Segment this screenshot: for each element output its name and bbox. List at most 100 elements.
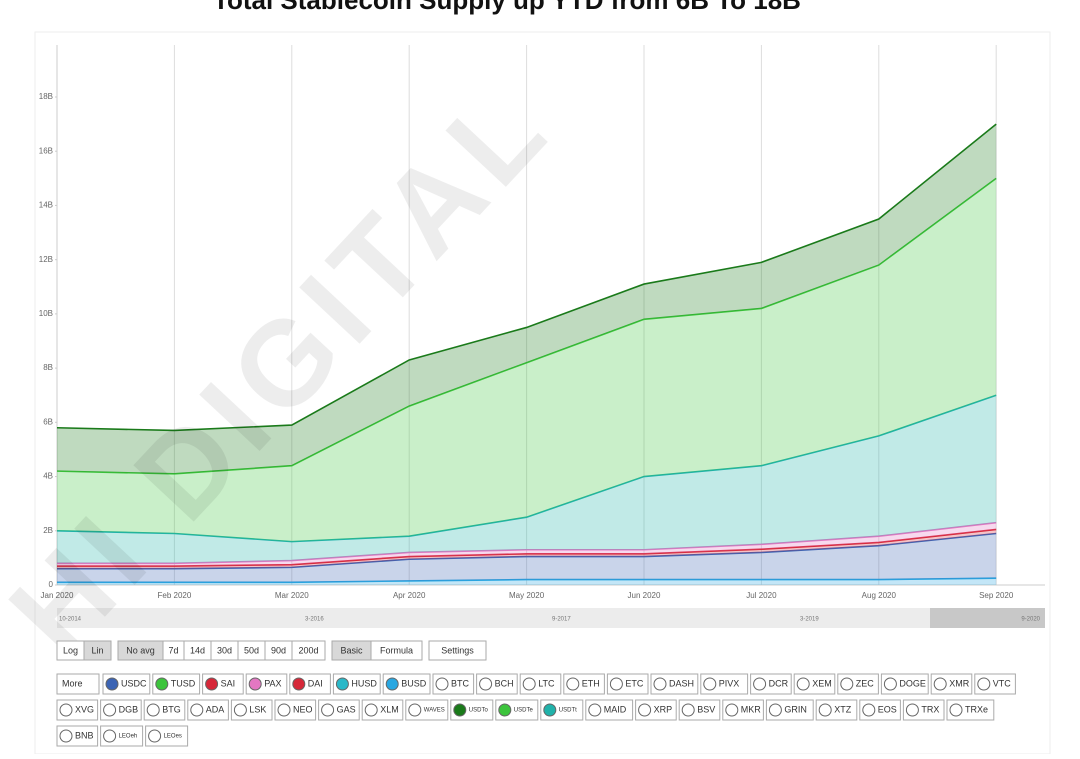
- area-edge: [56, 394, 997, 543]
- coin-indicator: [609, 677, 623, 691]
- coin-indicator: [977, 677, 991, 691]
- coin-indicator: [277, 703, 291, 717]
- coin-indicator: [248, 677, 262, 691]
- button[interactable]: [291, 640, 326, 661]
- navigator-label: 3-2016: [305, 617, 324, 623]
- coin-indicator: [103, 703, 117, 717]
- coin-label: WAVES: [424, 708, 445, 714]
- coin-indicator: [796, 677, 810, 691]
- area-edge: [57, 528, 997, 567]
- area: [57, 124, 997, 474]
- area-edge: [56, 123, 997, 432]
- button-label: 30d: [217, 645, 232, 655]
- coin-label: HUSD: [351, 678, 377, 688]
- coin-indicator: [498, 703, 512, 717]
- coin-label: EOS: [878, 704, 897, 714]
- button-label: 14d: [190, 645, 205, 655]
- y-tick-label: 10B: [39, 309, 53, 318]
- coin-indicator: [103, 729, 117, 743]
- coin-label: SAI: [221, 678, 236, 688]
- y-tick-label: 2B: [43, 526, 53, 535]
- navigator[interactable]: [57, 608, 1045, 628]
- area: [57, 522, 997, 567]
- coin-label: PAX: [264, 678, 281, 688]
- coin-label: LEOes: [164, 734, 182, 740]
- coin-label: XTZ: [834, 704, 852, 714]
- coin-label: NEO: [293, 704, 313, 714]
- x-tick-label: Feb 2020: [157, 591, 191, 600]
- y-tick-label: 14B: [39, 201, 53, 210]
- coin-indicator: [725, 703, 739, 717]
- coin-indicator: [703, 677, 717, 691]
- coin-indicator: [453, 703, 467, 717]
- navigator-label: 10-2014: [59, 617, 82, 623]
- button-label: Basic: [340, 645, 363, 655]
- coin-label: BUSD: [401, 678, 427, 688]
- button-label: 7d: [168, 645, 178, 655]
- coin-indicator: [949, 703, 963, 717]
- coin-label: USDTo: [469, 708, 489, 714]
- coin-indicator: [385, 677, 399, 691]
- coin-indicator: [840, 677, 854, 691]
- area-edge: [57, 577, 997, 584]
- y-tick-label: 18B: [39, 92, 53, 101]
- select-label: More: [62, 678, 83, 688]
- button[interactable]: [370, 640, 423, 661]
- coin-label: BNB: [75, 730, 94, 740]
- coin-indicator: [653, 677, 667, 691]
- area: [57, 533, 997, 583]
- coin-indicator: [155, 677, 169, 691]
- coin-label: BCH: [495, 678, 514, 688]
- coin-indicator: [681, 703, 695, 717]
- coin-indicator: [638, 703, 652, 717]
- coin-label: ADA: [206, 704, 225, 714]
- y-tick-label: 4B: [43, 472, 53, 481]
- area: [57, 395, 997, 564]
- navigator-selection[interactable]: [930, 608, 1045, 628]
- button-label: 200d: [298, 645, 318, 655]
- coin-label: ZEC: [856, 678, 875, 688]
- y-tick-label: 6B: [43, 417, 53, 426]
- coin-label: XLM: [380, 704, 399, 714]
- coin-indicator: [59, 703, 73, 717]
- coin-label: DAI: [308, 678, 323, 688]
- x-tick-label: Apr 2020: [393, 591, 426, 600]
- button[interactable]: [428, 640, 487, 661]
- coin-label: BSV: [697, 704, 715, 714]
- x-tick-label: Jul 2020: [746, 591, 777, 600]
- page-title: Total Stablecoin Supply up YTD from 6B T…: [213, 0, 801, 15]
- coin-indicator: [933, 677, 947, 691]
- coin-indicator: [566, 677, 580, 691]
- coin-label: XVG: [75, 704, 94, 714]
- coin-label: USDTt: [559, 708, 577, 714]
- coin-label: BTC: [451, 678, 470, 688]
- coin-indicator: [543, 703, 557, 717]
- coin-indicator: [105, 677, 119, 691]
- button-label: 90d: [271, 645, 286, 655]
- x-tick-label: Mar 2020: [275, 591, 309, 600]
- x-tick-label: Jan 2020: [41, 591, 74, 600]
- chart-card: [34, 31, 1051, 755]
- coin-label: LEOeh: [119, 734, 138, 740]
- area-edge: [57, 521, 997, 565]
- navigator-label: 9-2020: [1021, 617, 1040, 623]
- button-label: Lin: [91, 645, 103, 655]
- coin-label: LSK: [249, 704, 266, 714]
- coin-label: XRP: [654, 704, 673, 714]
- coin-label: VTC: [993, 678, 1012, 688]
- x-tick-label: Sep 2020: [979, 591, 1014, 600]
- coin-indicator: [768, 703, 782, 717]
- navigator-label: 3-2019: [800, 617, 819, 623]
- button-label: Formula: [380, 645, 413, 655]
- coin-label: XEM: [812, 678, 832, 688]
- coin-label: ETH: [582, 678, 600, 688]
- button[interactable]: [83, 640, 112, 661]
- coin-label: PIVX: [719, 678, 740, 688]
- coin-indicator: [59, 729, 73, 743]
- button-label: Settings: [441, 645, 474, 655]
- coin-indicator: [479, 677, 493, 691]
- select[interactable]: [56, 673, 100, 695]
- coin-indicator: [588, 703, 602, 717]
- coin-label: GRIN: [784, 704, 807, 714]
